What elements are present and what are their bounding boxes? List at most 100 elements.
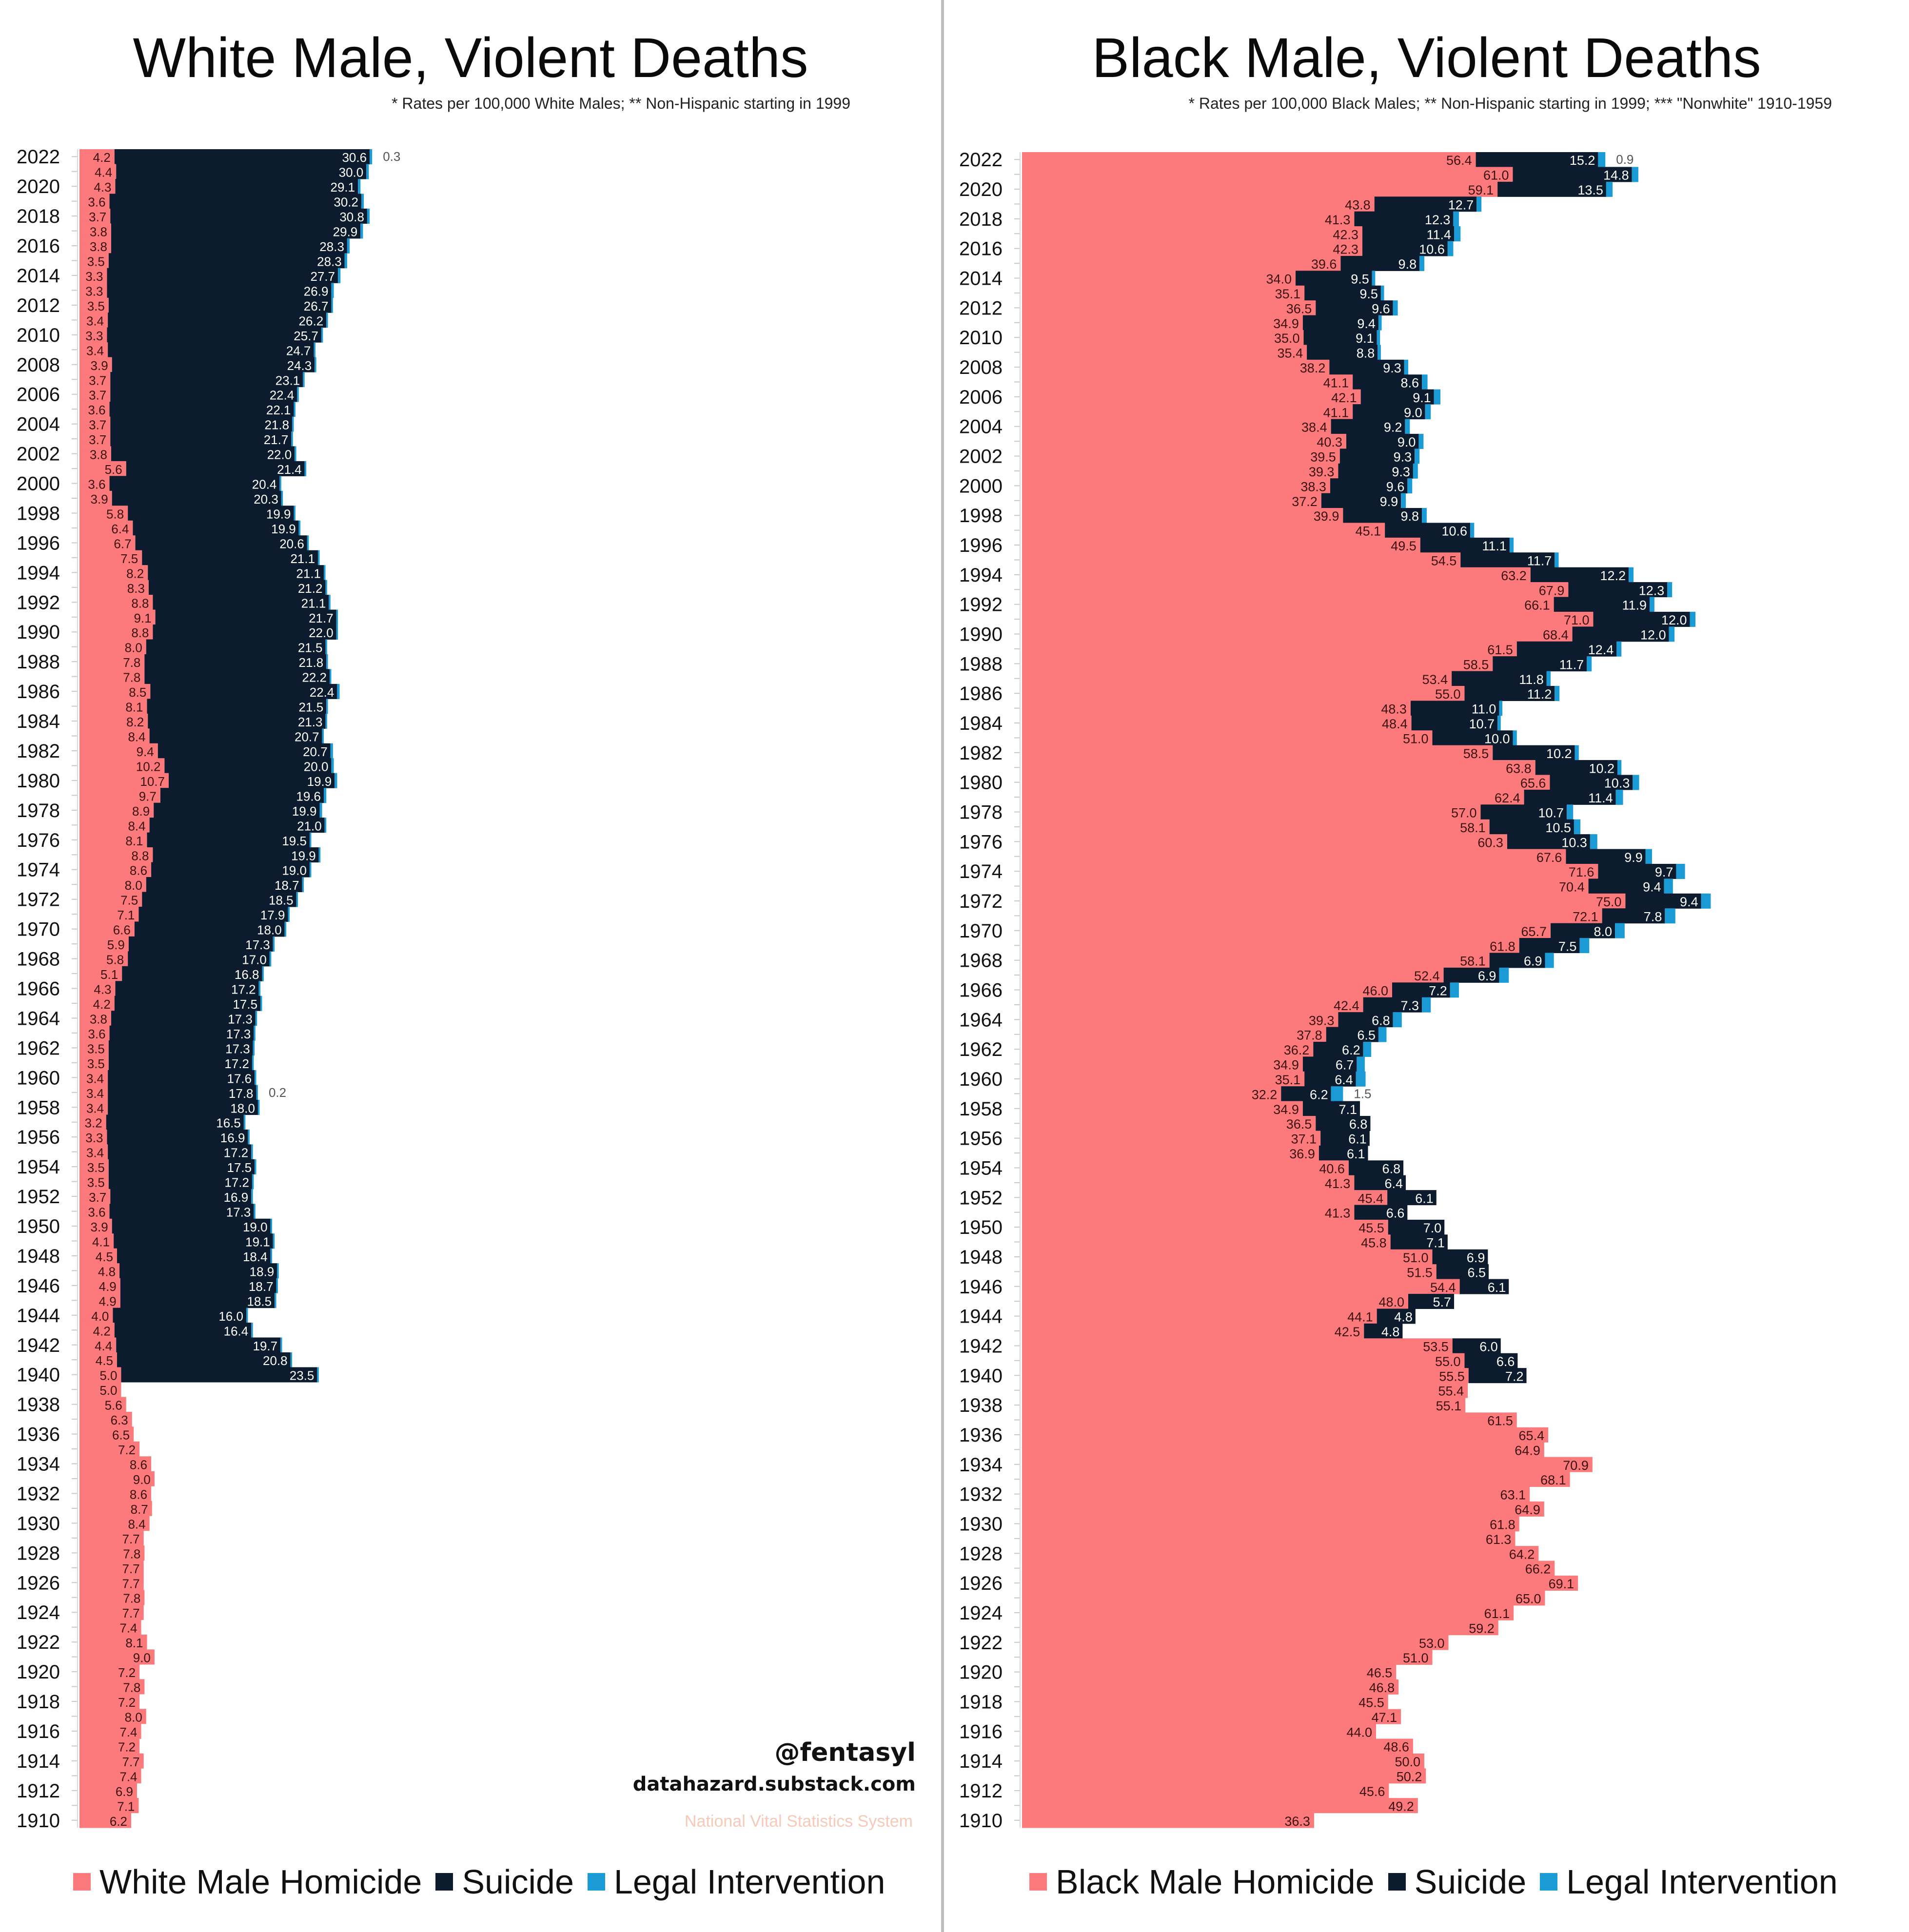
legal-intervention-bar	[331, 297, 333, 313]
suicide-value-label: 9.3	[1392, 465, 1410, 479]
suicide-bar	[149, 818, 325, 833]
homicide-bar	[1022, 226, 1362, 242]
homicide-bar	[79, 966, 122, 981]
homicide-bar	[1022, 1605, 1514, 1620]
suicide-bar	[150, 683, 337, 699]
homicide-bar	[1022, 1798, 1418, 1814]
legal-intervention-bar	[252, 1055, 254, 1071]
suicide-value-label: 6.8	[1349, 1117, 1368, 1132]
year-tick-label: 2012	[17, 295, 60, 316]
homicide-bar	[1022, 1412, 1517, 1428]
homicide-value-label: 5.0	[99, 1383, 117, 1398]
legal-intervention-bar	[1363, 1041, 1372, 1057]
homicide-value-label: 41.1	[1323, 375, 1349, 390]
legal-intervention-bar	[1665, 908, 1675, 924]
homicide-value-label: 4.2	[93, 997, 111, 1012]
homicide-value-label: 7.7	[122, 1755, 140, 1769]
year-tick-label: 1994	[959, 565, 1003, 586]
legal-intervention-bar	[273, 936, 275, 952]
legend-label-suicide: Suicide	[1414, 1863, 1527, 1901]
legal-intervention-bar	[1509, 537, 1514, 553]
suicide-bar	[108, 1040, 253, 1056]
year-tick-label: 1962	[959, 1039, 1003, 1060]
suicide-bar	[1302, 1056, 1357, 1072]
suicide-bar	[144, 669, 330, 684]
legal-intervention-bar	[1617, 760, 1622, 776]
legal-intervention-bar	[1650, 597, 1654, 612]
legal-intervention-bar	[1419, 255, 1424, 271]
legend-swatch-suicide	[1388, 1873, 1406, 1891]
homicide-value-label: 61.0	[1483, 168, 1509, 183]
suicide-bar	[1320, 1131, 1370, 1146]
homicide-bar	[1022, 1071, 1305, 1087]
suicide-bar	[1330, 478, 1408, 494]
suicide-value-label: 17.5	[233, 997, 257, 1012]
suicide-value-label: 9.9	[1380, 494, 1398, 509]
suicide-value-label: 6.2	[1342, 1043, 1360, 1057]
year-tick-label: 1912	[959, 1780, 1003, 1802]
homicide-value-label: 53.0	[1419, 1636, 1445, 1651]
homicide-bar	[1022, 1753, 1424, 1769]
legal-intervention-bar	[1606, 181, 1613, 197]
suicide-value-label: 9.5	[1351, 272, 1369, 287]
suicide-bar	[111, 238, 347, 254]
suicide-bar	[1432, 1249, 1488, 1265]
legal-intervention-bar	[321, 327, 323, 343]
suicide-bar	[148, 580, 326, 595]
homicide-bar	[79, 1813, 132, 1828]
homicide-value-label: 4.8	[98, 1264, 116, 1279]
homicide-bar	[1022, 834, 1507, 850]
legal-intervention-bar	[260, 995, 262, 1011]
suicide-bar	[1568, 582, 1668, 598]
legal-intervention-bar	[361, 194, 364, 209]
homicide-bar	[1022, 1768, 1426, 1784]
site-url: datahazard.substack.com	[632, 1773, 916, 1795]
year-tick-label: 1992	[959, 594, 1003, 616]
homicide-value-label: 8.1	[125, 1636, 143, 1650]
homicide-value-label: 45.4	[1358, 1191, 1384, 1206]
homicide-bar	[79, 595, 153, 610]
suicide-bar	[111, 223, 361, 239]
year-tick-label: 1976	[959, 831, 1003, 853]
homicide-bar	[1022, 1457, 1593, 1472]
homicide-value-label: 54.4	[1430, 1280, 1456, 1295]
suicide-value-label: 17.3	[228, 1012, 253, 1026]
suicide-bar	[111, 446, 295, 462]
year-tick-label: 2004	[17, 414, 60, 435]
suicide-bar	[1374, 196, 1477, 212]
legal-intervention-bar	[1425, 404, 1431, 420]
suicide-bar	[1476, 152, 1598, 168]
suicide-value-label: 12.4	[1588, 643, 1614, 657]
suicide-value-label: 17.3	[226, 1205, 251, 1220]
suicide-value-label: 10.0	[1484, 731, 1510, 746]
homicide-bar	[79, 921, 135, 937]
homicide-value-label: 61.8	[1490, 939, 1515, 954]
suicide-bar	[109, 1204, 254, 1219]
homicide-value-label: 57.0	[1451, 806, 1477, 820]
homicide-bar	[1022, 1664, 1397, 1680]
suicide-bar	[1530, 567, 1629, 583]
homicide-value-label: 75.0	[1596, 895, 1622, 909]
suicide-value-label: 22.0	[267, 448, 292, 462]
homicide-bar	[79, 683, 151, 699]
homicide-bar	[1022, 893, 1626, 909]
chart-subtitle: * Rates per 100,000 Black Males; ** Non-…	[1188, 95, 1832, 112]
homicide-bar	[79, 1649, 155, 1665]
legend-swatch-suicide	[435, 1873, 453, 1891]
suicide-bar	[153, 595, 329, 610]
year-tick-label: 2014	[959, 268, 1003, 290]
homicide-value-label: 36.3	[1284, 1814, 1310, 1829]
homicide-bar	[1022, 567, 1531, 583]
homicide-bar	[1022, 908, 1602, 924]
homicide-value-label: 3.9	[91, 1220, 108, 1234]
homicide-bar	[1022, 1234, 1391, 1250]
suicide-bar	[108, 1159, 255, 1174]
homicide-bar	[1022, 789, 1524, 805]
suicide-value-label: 7.1	[1338, 1102, 1357, 1117]
homicide-bar	[1022, 1041, 1314, 1057]
suicide-bar	[1443, 967, 1499, 983]
year-tick-label: 2022	[959, 149, 1003, 171]
homicide-value-label: 50.0	[1395, 1755, 1420, 1769]
legal-intervention-bar	[1645, 849, 1652, 864]
suicide-bar	[128, 506, 294, 521]
